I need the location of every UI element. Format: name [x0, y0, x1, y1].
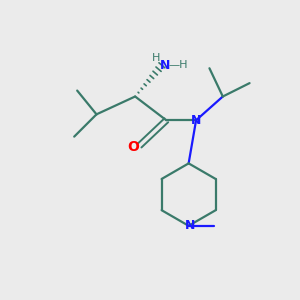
Text: N: N [160, 59, 171, 72]
Text: N: N [184, 219, 195, 232]
Text: —H: —H [169, 60, 188, 70]
Text: N: N [191, 114, 201, 127]
Text: O: O [127, 140, 139, 154]
Text: H: H [152, 53, 161, 63]
